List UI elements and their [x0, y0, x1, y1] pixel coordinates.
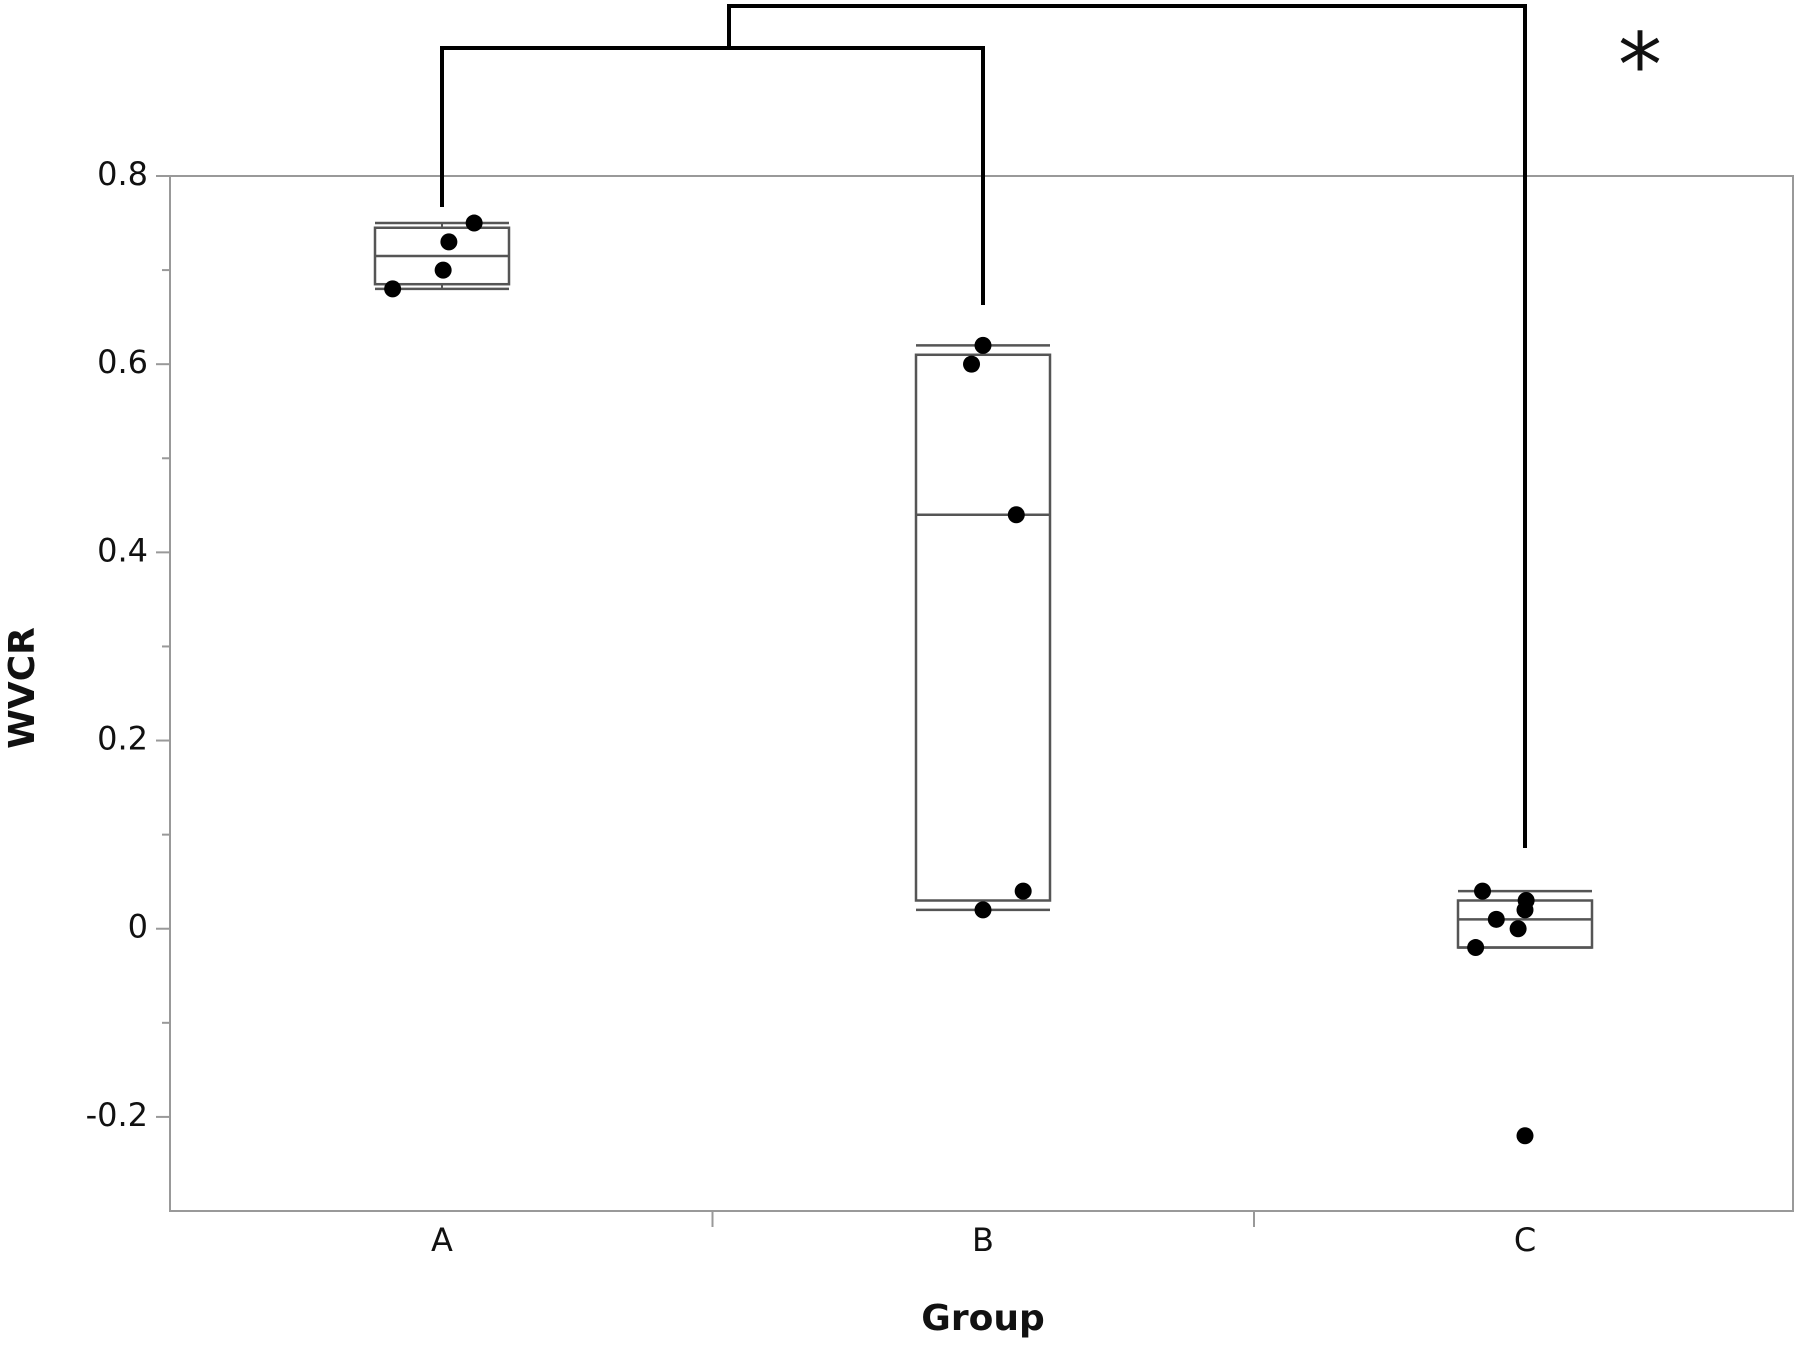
- x-tick-label: A: [431, 1221, 453, 1259]
- y-tick-label: 0.8: [97, 155, 148, 193]
- y-tick-label: 0.6: [97, 343, 148, 381]
- significance-bracket: [440, 4, 1527, 848]
- data-point: [384, 280, 402, 298]
- data-point: [1487, 910, 1505, 928]
- y-tick-label: 0.2: [97, 720, 148, 758]
- data-point: [1516, 1127, 1534, 1145]
- x-tick-label: B: [972, 1221, 994, 1259]
- x-axis-title: Group: [921, 1298, 1044, 1339]
- y-tick-label: 0: [128, 908, 148, 946]
- data-point: [1007, 506, 1025, 524]
- data-point: [465, 214, 483, 232]
- y-tick-label: -0.2: [86, 1096, 148, 1134]
- data-point: [974, 336, 992, 354]
- data-point: [440, 233, 458, 251]
- data-point: [1474, 882, 1492, 900]
- data-point: [1516, 901, 1534, 919]
- data-point: [963, 355, 981, 373]
- significance-mark: *: [1618, 14, 1662, 117]
- data-point: [1014, 882, 1032, 900]
- data-point: [1467, 939, 1485, 957]
- x-tick-label: C: [1514, 1221, 1536, 1259]
- box: [914, 353, 1052, 902]
- data-point: [974, 901, 992, 919]
- data-point: [1509, 920, 1527, 938]
- y-axis-title: WVCR: [2, 627, 43, 749]
- y-tick-label: 0.4: [97, 531, 148, 569]
- data-point: [434, 261, 452, 279]
- plot-frame: [169, 175, 1794, 1212]
